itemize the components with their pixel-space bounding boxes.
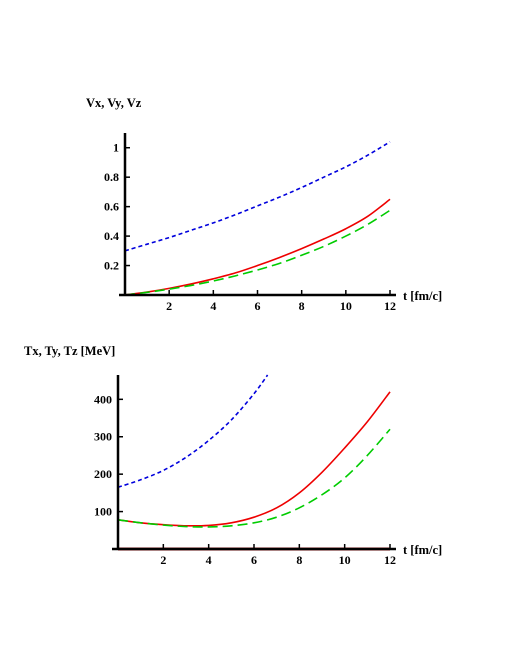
- temperature-series-line-1: [117, 374, 269, 489]
- temperature-series-line-2: [117, 391, 391, 527]
- temperature-x-axis-label: t [fm/c]: [403, 543, 442, 557]
- temperature-series-line-3: [117, 428, 391, 528]
- velocity-x-tick-label: 12: [384, 299, 396, 313]
- temperature-x-tick-label: 6: [251, 553, 257, 567]
- velocity-y-axis-label: Vx, Vy, Vz: [86, 96, 142, 110]
- velocity-series-line-3: [124, 209, 391, 296]
- velocity-y-tick-label: 0.8: [104, 170, 119, 184]
- velocity-ticks: 2 4 6 8 10 12 0.2 0.4 0.6 0.8 1: [104, 141, 396, 313]
- temperature-y-tick-label: 300: [94, 430, 112, 444]
- velocity-y-tick-label: 0.4: [104, 229, 119, 243]
- velocity-x-tick-label: 6: [255, 299, 261, 313]
- velocity-y-tick-label: 1: [113, 141, 119, 155]
- velocity-x-tick-label: 4: [210, 299, 216, 313]
- velocity-series-layer: [124, 141, 391, 296]
- velocity-x-tick-label: 8: [299, 299, 305, 313]
- temperature-series-layer: [117, 374, 391, 551]
- velocity-series-line-2: [124, 198, 391, 296]
- temperature-y-tick-label: 200: [94, 467, 112, 481]
- temperature-ticks: 2 4 6 8 10 12 100 200 300 400: [94, 392, 396, 567]
- temperature-y-tick-label: 100: [94, 505, 112, 519]
- velocity-x-axis-label: t [fm/c]: [403, 289, 442, 303]
- velocity-axes: [119, 133, 396, 297]
- temperature-y-axis-label: Tx, Ty, Tz [MeV]: [24, 344, 115, 358]
- velocity-x-tick-label: 10: [340, 299, 352, 313]
- velocity-y-tick-label: 0.2: [104, 259, 119, 273]
- temperature-x-tick-label: 4: [206, 553, 212, 567]
- velocity-y-tick-label: 0.6: [104, 200, 119, 214]
- temperature-y-tick-label: 400: [94, 392, 112, 406]
- temperature-chart: 2 4 6 8 10 12 100 200 300 400 t [fm/c] Tx, Ty, Tz…: [24, 344, 442, 567]
- temperature-x-tick-label: 12: [384, 553, 396, 567]
- velocity-x-tick-label: 2: [166, 299, 172, 313]
- temperature-x-tick-label: 2: [160, 553, 166, 567]
- temperature-x-tick-label: 10: [339, 553, 351, 567]
- temperature-x-tick-label: 8: [296, 553, 302, 567]
- velocity-chart: 2 4 6 8 10 12 0.2 0.4 0.6 0.8 1 t [fm/c] Vx, Vy, V…: [86, 96, 442, 313]
